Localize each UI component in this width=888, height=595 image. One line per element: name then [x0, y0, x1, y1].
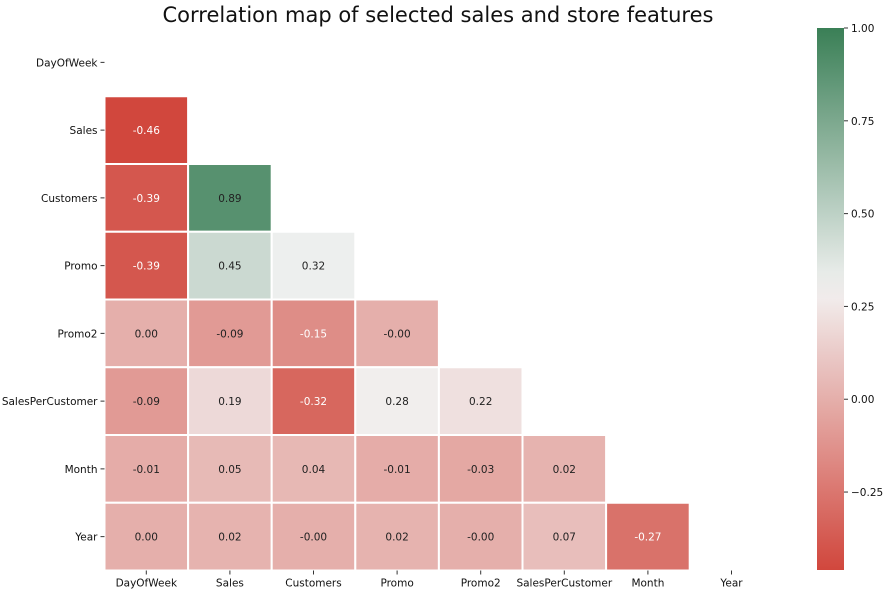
- x-tick-label: Customers: [285, 578, 341, 590]
- colorbar-gradient: [817, 28, 844, 570]
- heatmap-cell: [605, 501, 691, 572]
- x-tick-label: Sales: [216, 578, 244, 590]
- heatmap-value-label: 0.02: [385, 532, 408, 544]
- colorbar: 1.00 0.75 0.50 0.25 0.00 −0.25: [817, 23, 883, 570]
- heatmap-value-label: -0.39: [133, 261, 160, 273]
- y-tick-label: Sales: [70, 125, 98, 137]
- heatmap-value-label: 0.05: [218, 464, 241, 476]
- heatmap-value-label: -0.46: [133, 125, 160, 137]
- y-tick-label: DayOfWeek: [36, 57, 98, 69]
- heatmap-value-label: -0.09: [133, 396, 160, 408]
- heatmap-value-label: 0.32: [302, 261, 325, 273]
- heatmap-value-label: 0.45: [218, 261, 241, 273]
- x-tick-label: Year: [719, 578, 743, 590]
- heatmap-cells: [103, 95, 691, 572]
- heatmap-value-label: 0.02: [218, 532, 241, 544]
- heatmap-cell: [187, 501, 273, 572]
- heatmap-cell: [103, 501, 190, 572]
- y-tick-label: Year: [74, 532, 98, 544]
- chart-title: Correlation map of selected sales and st…: [163, 3, 714, 27]
- heatmap-value-label: -0.00: [300, 532, 327, 544]
- heatmap-cell: [521, 501, 608, 572]
- colorbar-tick-label: 1.00: [851, 23, 874, 35]
- y-tick-label: Customers: [41, 193, 97, 205]
- heatmap-value-label: -0.01: [133, 464, 160, 476]
- heatmap-cell: [103, 163, 190, 233]
- x-tick-label: SalesPerCustomer: [516, 578, 612, 590]
- heatmap-cell: [270, 230, 357, 301]
- heatmap-value-label: -0.00: [384, 328, 411, 340]
- x-axis-ticks: DayOfWeek Sales Customers Promo Promo2 SalesP…: [116, 570, 743, 590]
- heatmap-value-labels: -0.46 -0.39 0.89 -0.39 0.45 0.32 0.00 -0.09 -0.1…: [133, 125, 662, 544]
- x-tick-label: Month: [631, 578, 664, 590]
- heatmap-value-label: -0.01: [384, 464, 411, 476]
- heatmap-value-label: 0.07: [553, 532, 576, 544]
- heatmap-cell: [437, 434, 524, 504]
- heatmap-cell: [187, 366, 273, 436]
- heatmap-cell: [270, 434, 357, 504]
- heatmap-cell: [354, 298, 440, 369]
- heatmap-value-label: -0.03: [467, 464, 494, 476]
- y-tick-label: Promo2: [58, 328, 98, 340]
- colorbar-tick-label: 0.00: [851, 394, 874, 406]
- heatmap-value-label: -0.39: [133, 193, 160, 205]
- y-tick-label: Month: [65, 464, 98, 476]
- heatmap-value-label: -0.27: [634, 532, 661, 544]
- colorbar-tick-label: 0.25: [851, 301, 874, 313]
- heatmap-cell: [521, 434, 608, 504]
- heatmap-value-label: -0.00: [467, 532, 494, 544]
- heatmap-cell: [187, 434, 273, 504]
- x-tick-label: DayOfWeek: [116, 578, 178, 590]
- x-tick-label: Promo: [380, 578, 413, 590]
- heatmap-value-label: 0.22: [469, 396, 492, 408]
- colorbar-tick-label: 0.75: [851, 116, 874, 128]
- heatmap-value-label: 0.19: [218, 396, 241, 408]
- heatmap-value-label: -0.09: [216, 328, 243, 340]
- heatmap-value-label: 0.00: [135, 532, 158, 544]
- heatmap-value-label: -0.32: [300, 396, 327, 408]
- x-tick-label: Promo2: [461, 578, 501, 590]
- colorbar-tick-label: 0.50: [851, 209, 874, 221]
- heatmap-value-label: -0.15: [300, 328, 327, 340]
- y-tick-label: SalesPerCustomer: [2, 396, 98, 408]
- colorbar-ticks: 1.00 0.75 0.50 0.25 0.00 −0.25: [844, 23, 883, 499]
- heatmap-cell: [354, 434, 440, 504]
- heatmap-value-label: 0.00: [135, 328, 158, 340]
- heatmap-value-label: 0.04: [302, 464, 326, 476]
- heatmap-cell: [354, 366, 440, 436]
- heatmap-value-label: 0.89: [218, 193, 241, 205]
- heatmap-value-label: 0.28: [385, 396, 408, 408]
- y-tick-label: Promo: [64, 261, 97, 273]
- colorbar-tick-label: −0.25: [851, 487, 883, 499]
- heatmap-cell: [187, 298, 273, 369]
- y-axis-ticks: DayOfWeek Sales Customers Promo Promo2 SalesP…: [2, 57, 105, 544]
- heatmap-value-label: 0.02: [553, 464, 576, 476]
